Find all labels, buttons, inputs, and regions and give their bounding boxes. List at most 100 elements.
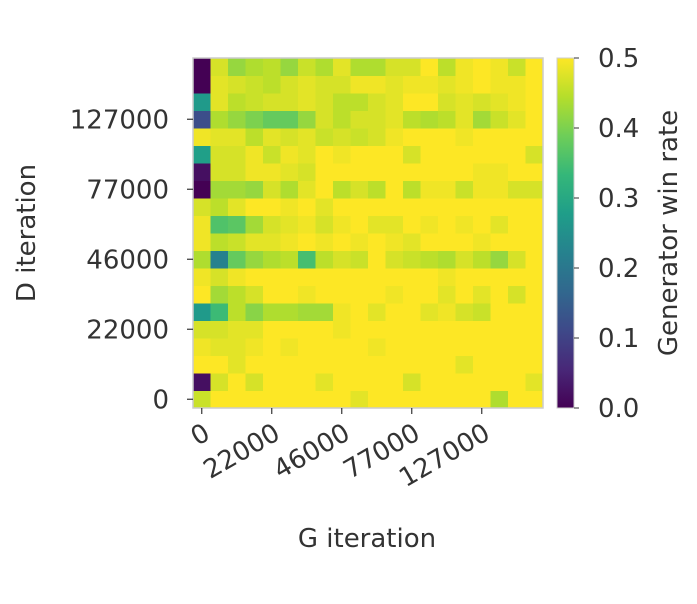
heatmap-cell	[525, 338, 544, 356]
heatmap-cell	[210, 145, 229, 164]
heatmap-cell	[438, 75, 456, 94]
heatmap-cell	[193, 250, 211, 269]
heatmap-cell	[525, 215, 544, 234]
heatmap-cell	[228, 215, 246, 234]
heatmap-cell	[473, 110, 491, 129]
heatmap-cell	[315, 268, 334, 286]
heatmap-cell	[525, 93, 544, 111]
heatmap-cell	[525, 390, 544, 409]
heatmap-cell	[280, 373, 299, 391]
heatmap-cell	[333, 303, 351, 321]
heatmap-cell	[280, 58, 299, 76]
heatmap-cell	[210, 303, 229, 321]
heatmap-cell	[368, 215, 386, 234]
heatmap-cell	[420, 320, 439, 339]
heatmap-cell	[508, 250, 526, 269]
heatmap-cell	[385, 145, 404, 164]
heatmap-cell	[315, 93, 334, 111]
heatmap-cell	[298, 215, 316, 234]
heatmap-cell	[333, 233, 351, 251]
heatmap-cell	[228, 250, 246, 269]
heatmap-cell	[350, 75, 369, 94]
heatmap-cell	[315, 215, 334, 234]
heatmap-cell	[403, 320, 421, 339]
heatmap-cell	[298, 320, 316, 339]
y-tick-label: 0	[152, 385, 169, 415]
heatmap-cell	[210, 198, 229, 216]
heatmap-cell	[525, 233, 544, 251]
heatmap-cell	[333, 285, 351, 304]
heatmap-cell	[245, 250, 264, 269]
heatmap-cell	[438, 390, 456, 409]
heatmap-cell	[210, 58, 229, 76]
heatmap-cell	[438, 373, 456, 391]
heatmap-cell	[298, 390, 316, 409]
heatmap-cell	[210, 93, 229, 111]
heatmap-cell	[228, 303, 246, 321]
heatmap-cell	[490, 268, 509, 286]
heatmap-cell	[280, 338, 299, 356]
heatmap-cell	[368, 250, 386, 269]
heatmap-cell	[280, 355, 299, 374]
heatmap-cell	[333, 320, 351, 339]
heatmap-cell	[473, 198, 491, 216]
heatmap-cell	[420, 373, 439, 391]
heatmap-cell	[350, 198, 369, 216]
heatmap-cell	[385, 390, 404, 409]
heatmap-cell	[403, 268, 421, 286]
heatmap-cell	[490, 75, 509, 94]
heatmap-cell	[245, 145, 264, 164]
heatmap-cell	[490, 338, 509, 356]
heatmap-cell	[438, 215, 456, 234]
heatmap-cell	[420, 268, 439, 286]
heatmap-cell	[438, 198, 456, 216]
heatmap-cell	[403, 233, 421, 251]
heatmap-cell	[525, 128, 544, 146]
heatmap-cell	[280, 233, 299, 251]
heatmap-cell	[333, 163, 351, 181]
heatmap-cell	[403, 163, 421, 181]
heatmap-cell	[298, 338, 316, 356]
heatmap-cell	[403, 93, 421, 111]
heatmap-cell	[473, 268, 491, 286]
x-axis-label: G iteration	[298, 524, 436, 554]
heatmap-cell	[228, 128, 246, 146]
heatmap-cell	[508, 58, 526, 76]
heatmap-cell	[525, 320, 544, 339]
heatmap-cell	[193, 215, 211, 234]
heatmap-cell	[315, 338, 334, 356]
heatmap-cell	[350, 320, 369, 339]
heatmap-cell	[438, 163, 456, 181]
heatmap-cell	[228, 163, 246, 181]
heatmap-cell	[210, 75, 229, 94]
colorbar-tick-label: 0.4	[598, 114, 639, 144]
heatmap-cell	[420, 75, 439, 94]
heatmap-cell	[508, 355, 526, 374]
heatmap-cell	[455, 250, 474, 269]
heatmap-cell	[193, 180, 211, 199]
heatmap-cell	[455, 198, 474, 216]
heatmap-cell	[210, 163, 229, 181]
heatmap-cell	[368, 355, 386, 374]
heatmap-cell	[385, 58, 404, 76]
heatmap-cell	[490, 180, 509, 199]
heatmap-cell	[420, 58, 439, 76]
heatmap-cell	[368, 58, 386, 76]
heatmap-cell	[403, 110, 421, 129]
heatmap-cell	[473, 320, 491, 339]
heatmap-cell	[228, 75, 246, 94]
heatmap-cell	[228, 198, 246, 216]
heatmap-cell	[228, 320, 246, 339]
heatmap-cell	[438, 250, 456, 269]
heatmap-cell	[473, 128, 491, 146]
heatmap-cell	[298, 110, 316, 129]
heatmap-cell	[333, 128, 351, 146]
heatmap-cell	[193, 303, 211, 321]
heatmap-cell	[473, 338, 491, 356]
heatmap-cell	[490, 233, 509, 251]
heatmap-cell	[280, 93, 299, 111]
heatmap-cell	[315, 250, 334, 269]
heatmap-cell	[210, 355, 229, 374]
heatmap-cell	[263, 303, 281, 321]
colorbar	[556, 57, 575, 409]
